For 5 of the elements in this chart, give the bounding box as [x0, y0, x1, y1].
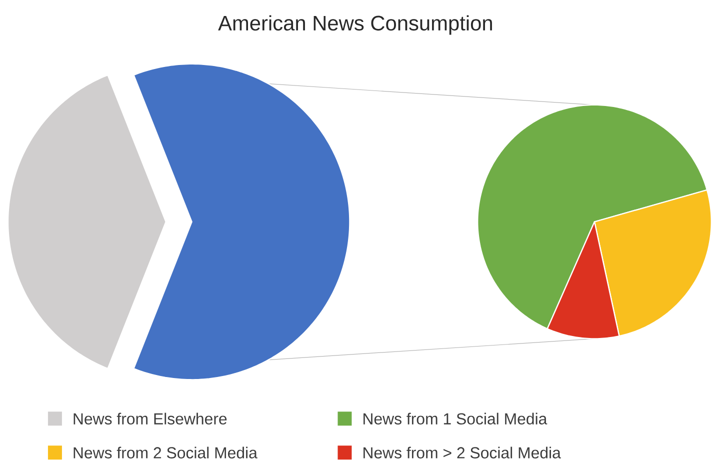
legend-label: News from 2 Social Media [74, 446, 258, 459]
chart-title: American News Consumption [218, 15, 492, 35]
legend-label: News from 1 Social Media [364, 412, 548, 425]
legend-label: News from Elsewhere [74, 412, 227, 425]
legend-label: News from > 2 Social Media [364, 446, 561, 459]
